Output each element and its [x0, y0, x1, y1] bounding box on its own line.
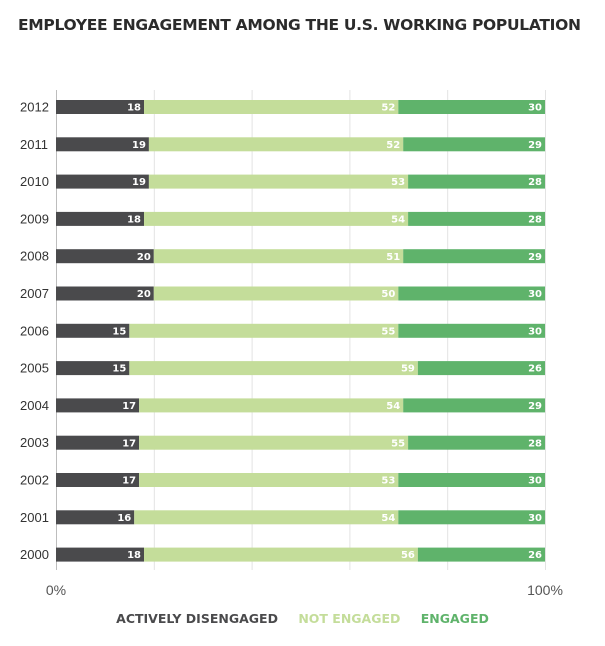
data-label: 17 — [122, 438, 136, 449]
bar-actively-disengaged — [56, 100, 145, 114]
bar-actively-disengaged — [56, 398, 140, 413]
data-label: 15 — [112, 326, 126, 337]
year-label: 2000 — [20, 547, 49, 562]
year-label: 2002 — [20, 473, 49, 488]
year-label: 2001 — [20, 510, 49, 525]
data-label: 28 — [528, 438, 542, 449]
data-label: 17 — [122, 401, 136, 412]
bar-actively-disengaged — [56, 211, 145, 226]
bar-engaged — [398, 286, 545, 301]
year-label: 2006 — [20, 323, 49, 338]
data-label: 20 — [137, 289, 151, 300]
bar-not-engaged — [153, 286, 399, 301]
bar-engaged — [403, 398, 545, 413]
bar-not-engaged — [153, 249, 404, 264]
data-label: 18 — [127, 550, 141, 561]
data-label: 53 — [381, 476, 395, 487]
data-label: 29 — [528, 140, 542, 151]
data-label: 15 — [112, 364, 126, 375]
data-label: 30 — [528, 476, 542, 487]
bar-engaged — [398, 473, 545, 487]
bar-engaged — [417, 547, 545, 562]
bar-actively-disengaged — [56, 286, 154, 301]
x-tick-label: 100% — [527, 582, 563, 598]
bar-not-engaged — [144, 547, 418, 562]
year-label: 2005 — [20, 361, 49, 376]
bar-actively-disengaged — [56, 435, 140, 450]
bar-actively-disengaged — [56, 510, 135, 525]
data-label: 30 — [528, 103, 542, 114]
bar-engaged — [403, 137, 545, 152]
data-label: 19 — [132, 140, 146, 151]
bar-engaged — [408, 435, 545, 450]
data-label: 52 — [381, 103, 395, 114]
bar-actively-disengaged — [56, 249, 154, 264]
bar-engaged — [398, 323, 545, 338]
bar-not-engaged — [139, 435, 409, 450]
bar-not-engaged — [144, 100, 399, 114]
bar-actively-disengaged — [56, 473, 140, 487]
data-label: 50 — [381, 289, 395, 300]
data-label: 29 — [528, 401, 542, 412]
year-label: 2010 — [20, 174, 49, 189]
year-label: 2004 — [20, 398, 49, 413]
data-label: 30 — [528, 326, 542, 337]
year-label: 2008 — [20, 249, 49, 264]
data-label: 29 — [528, 252, 542, 263]
data-label: 54 — [381, 513, 395, 524]
bar-actively-disengaged — [56, 361, 130, 376]
data-label: 56 — [401, 550, 415, 561]
bar-not-engaged — [148, 174, 409, 189]
bar-actively-disengaged — [56, 174, 149, 189]
legend-not-engaged: NOT ENGAGED — [298, 611, 401, 626]
bar-engaged — [398, 100, 545, 114]
data-label: 16 — [117, 513, 131, 524]
bar-actively-disengaged — [56, 137, 149, 152]
data-label: 19 — [132, 177, 146, 188]
year-label: 2003 — [20, 435, 49, 450]
year-label: 2009 — [20, 211, 49, 226]
legend-engaged: ENGAGED — [420, 611, 489, 626]
bar-not-engaged — [148, 137, 404, 152]
bar-engaged — [408, 211, 545, 226]
bar-actively-disengaged — [56, 323, 130, 338]
data-label: 18 — [127, 215, 141, 226]
bar-not-engaged — [129, 361, 418, 376]
data-label: 59 — [401, 364, 415, 375]
bar-not-engaged — [139, 473, 399, 487]
bar-not-engaged — [129, 323, 399, 338]
year-label: 2007 — [20, 286, 49, 301]
data-label: 26 — [528, 550, 542, 561]
bar-engaged — [398, 510, 545, 525]
data-label: 17 — [122, 476, 136, 487]
data-label: 53 — [391, 177, 405, 188]
bar-engaged — [417, 361, 545, 376]
data-label: 20 — [137, 252, 151, 263]
data-label: 54 — [386, 401, 400, 412]
bar-actively-disengaged — [56, 547, 145, 562]
data-label: 28 — [528, 177, 542, 188]
legend: ACTIVELY DISENGAGED NOT ENGAGED ENGAGED — [0, 611, 605, 626]
bar-engaged — [408, 174, 545, 189]
data-label: 55 — [381, 326, 395, 337]
x-tick-label: 0% — [46, 582, 66, 598]
chart-title: EMPLOYEE ENGAGEMENT AMONG THE U.S. WORKI… — [18, 16, 581, 34]
data-label: 30 — [528, 289, 542, 300]
legend-actively-disengaged: ACTIVELY DISENGAGED — [116, 611, 278, 626]
data-label: 54 — [391, 215, 405, 226]
year-label: 2011 — [20, 137, 48, 152]
bar-engaged — [403, 249, 545, 264]
bar-not-engaged — [134, 510, 399, 525]
data-label: 55 — [391, 438, 405, 449]
year-label: 2012 — [20, 100, 49, 115]
data-label: 51 — [386, 252, 400, 263]
bar-not-engaged — [139, 398, 404, 413]
data-label: 52 — [386, 140, 400, 151]
data-label: 30 — [528, 513, 542, 524]
data-label: 18 — [127, 103, 141, 114]
data-label: 28 — [528, 215, 542, 226]
data-label: 26 — [528, 364, 542, 375]
bar-not-engaged — [144, 211, 409, 226]
